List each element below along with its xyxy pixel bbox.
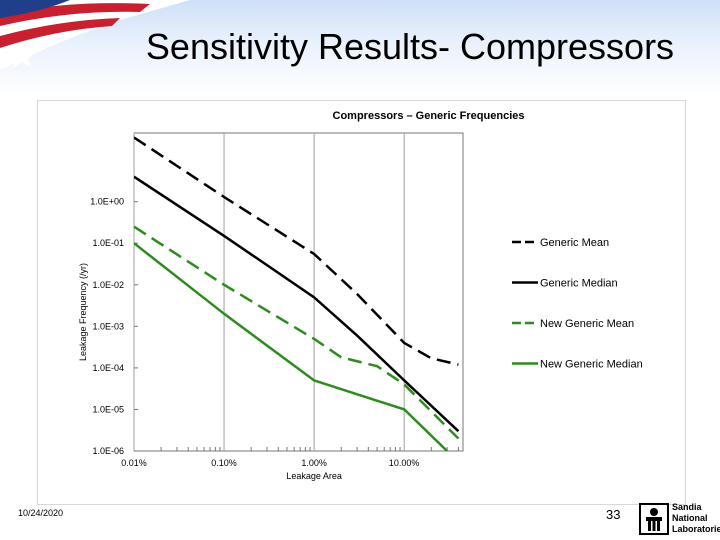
sandia-logo-icon (639, 503, 669, 535)
series-line-4 (134, 242, 448, 451)
x-tick-label: 0.01% (121, 458, 147, 468)
legend-label: New Generic Median (540, 359, 643, 371)
page-number: 33 (606, 507, 621, 522)
slide-title: Sensitivity Results- Compressors (145, 26, 675, 67)
y-tick-label: 1.0E-06 (92, 446, 124, 456)
series-line-1 (134, 136, 459, 366)
logo-line-3: Laboratories (672, 524, 720, 534)
y-tick-label: 1.0E-04 (92, 363, 124, 373)
logo-line-1: Sandia (672, 502, 702, 512)
y-tick-label: 1.0E+00 (90, 197, 124, 207)
series-line-3 (134, 225, 460, 440)
y-tick-label: 1.0E-03 (92, 321, 124, 331)
footer-date: 10/24/2020 (18, 508, 64, 518)
y-tick-label: 1.0E-05 (92, 404, 124, 414)
logo-line-2: National (672, 513, 708, 523)
y-tick-label: 1.0E-02 (92, 280, 124, 290)
x-axis-label: Leakage Area (286, 471, 342, 481)
plot-area (133, 132, 464, 452)
chart-title: Compressors – Generic Frequencies (333, 110, 525, 122)
legend-label: Generic Median (540, 278, 618, 290)
chart-canvas: Compressors – Generic Frequencies 0.01% 0.… (78, 110, 643, 481)
sandia-logo-text: Sandia National Laboratories (672, 502, 720, 535)
y-axis-label: Leakage Frequency (/yr) (78, 263, 88, 361)
legend-label: New Generic Mean (540, 318, 634, 330)
x-tick-label: 1.00% (301, 458, 327, 468)
y-tick-label: 1.0E-01 (92, 238, 124, 248)
x-tick-label: 10.00% (389, 458, 420, 468)
series-line-2 (134, 175, 460, 433)
chart-panel: Compressors – Generic Frequencies 0.01% 0.… (37, 100, 686, 505)
flag-decoration (0, 0, 190, 70)
legend-label: Generic Mean (540, 237, 609, 249)
x-tick-label: 0.10% (211, 458, 237, 468)
